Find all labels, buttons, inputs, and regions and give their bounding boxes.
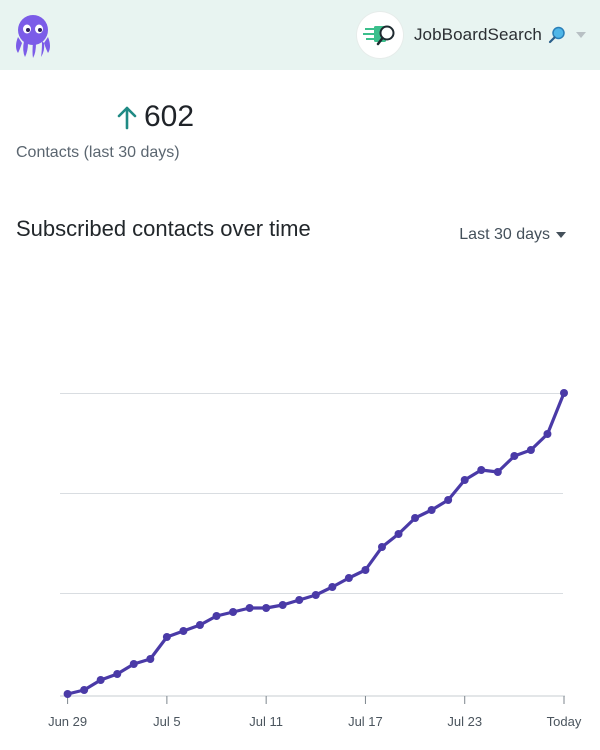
x-tick-label: Jul 23 <box>447 714 482 729</box>
data-point <box>179 627 188 635</box>
data-point <box>162 633 171 641</box>
data-point <box>328 583 337 591</box>
x-tick-label: Today <box>547 714 582 729</box>
data-point <box>311 591 320 599</box>
data-point <box>278 601 287 609</box>
data-point <box>543 430 552 438</box>
data-point <box>560 389 568 397</box>
chevron-down-icon <box>576 32 586 38</box>
data-point <box>113 670 122 678</box>
data-point <box>460 476 469 484</box>
data-point <box>411 514 420 522</box>
x-tick-label: Jul 17 <box>348 714 383 729</box>
data-point <box>477 466 486 474</box>
data-point <box>212 612 221 620</box>
account-name: JobBoardSearch <box>413 25 542 44</box>
x-tick-label: Jul 11 <box>249 714 283 729</box>
top-bar: JobBoardSearch <box>0 0 600 70</box>
data-point <box>526 446 535 454</box>
data-point <box>377 543 386 551</box>
data-point <box>361 566 370 574</box>
arrow-up-icon <box>117 106 137 130</box>
data-point <box>229 608 238 616</box>
chart-title: Subscribed contacts over time <box>16 216 311 241</box>
x-tick-label: Jul 5 <box>153 714 180 729</box>
data-point <box>262 604 271 612</box>
data-point <box>195 621 204 629</box>
series-line <box>65 391 566 696</box>
octopus-logo-icon[interactable] <box>12 13 54 59</box>
data-point <box>394 530 403 538</box>
data-point <box>63 690 72 698</box>
avatar <box>356 12 403 58</box>
data-point <box>444 496 453 504</box>
magnifying-glass-icon <box>548 26 565 44</box>
data-point <box>295 596 304 604</box>
contacts-label: Contacts (last 30 days) <box>16 144 180 161</box>
data-point <box>245 604 254 612</box>
data-point <box>146 655 155 663</box>
chevron-down-icon <box>556 232 566 238</box>
data-point <box>80 686 89 694</box>
x-tick-label: Jun 29 <box>48 714 87 729</box>
data-point <box>344 574 353 582</box>
contacts-count: 602 <box>144 100 195 133</box>
job-search-logo-icon <box>362 25 395 46</box>
data-point <box>427 506 436 514</box>
data-point <box>510 452 519 460</box>
contacts-line-chart: Jun 29 Jul 5 Jul 11 Jul 17 Jul 23 Today <box>48 389 582 729</box>
data-point <box>493 468 502 476</box>
date-range-label: Last 30 days <box>459 226 550 243</box>
data-point <box>96 676 105 684</box>
date-range-dropdown[interactable]: Last 30 days <box>459 226 566 244</box>
data-point <box>129 660 138 668</box>
account-switcher[interactable]: JobBoardSearch <box>356 12 586 58</box>
